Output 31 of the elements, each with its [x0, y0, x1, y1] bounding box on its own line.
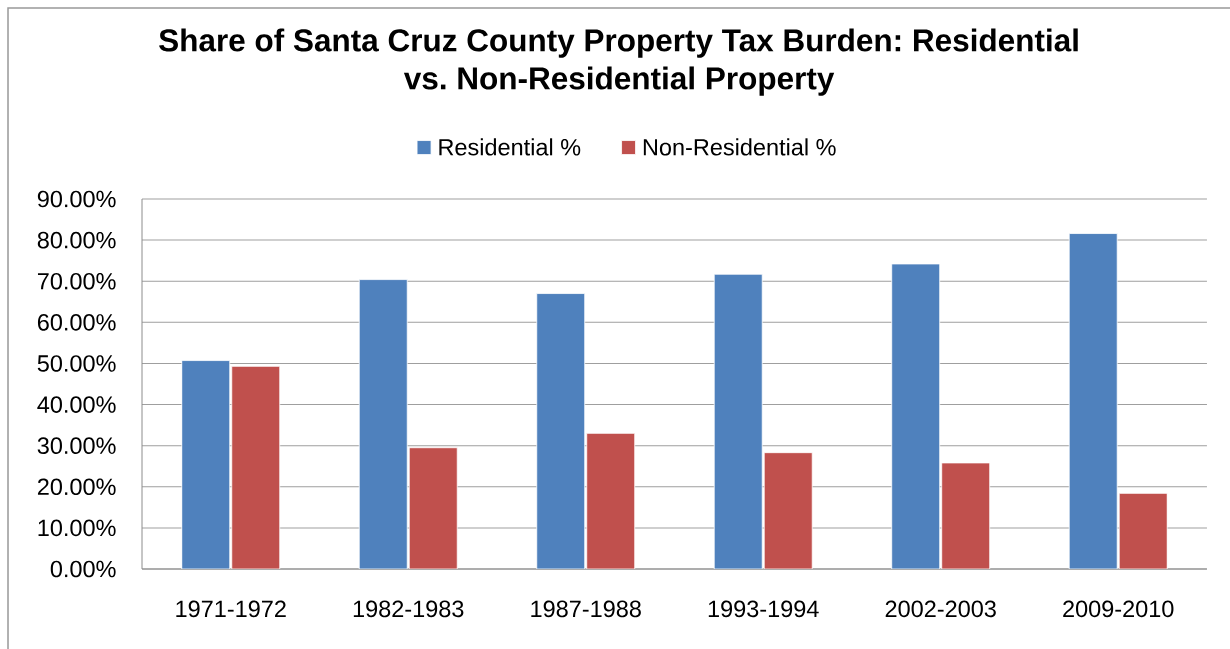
bar — [408, 447, 458, 569]
x-tick-label: 1971-1972 — [176, 600, 286, 618]
y-tick-label: 20.00% — [37, 478, 116, 496]
y-tick-label: 30.00% — [37, 437, 116, 454]
x-tick-label: 1987-1988 — [531, 600, 641, 618]
bar — [891, 263, 941, 569]
y-tick-label: 70.00% — [37, 272, 116, 290]
y-tick-label: 90.00% — [37, 190, 116, 208]
y-tick-label: 0.00% — [50, 560, 116, 578]
x-tick-label: 1982-1983 — [353, 600, 464, 618]
legend-label: Residential % — [439, 138, 581, 156]
y-tick-label: 80.00% — [37, 231, 116, 249]
bar — [941, 462, 991, 569]
x-tick-label: 2009-2010 — [1063, 600, 1174, 618]
y-tick-label: 50.00% — [37, 355, 116, 372]
y-tick-label: 60.00% — [37, 314, 116, 331]
bar — [713, 273, 763, 569]
bar — [181, 360, 231, 569]
chart-title: Share of Santa Cruz County Property Tax Burden: Residential vs. Non-Residential Property — [159, 28, 1078, 96]
bar — [1118, 492, 1168, 569]
bar — [763, 452, 813, 569]
bar — [536, 293, 586, 569]
legend-label: Non-Residential % — [643, 138, 836, 156]
bar — [358, 279, 408, 569]
y-tick-label: 40.00% — [37, 396, 116, 413]
x-tick-label: 1993-1994 — [708, 600, 819, 618]
y-tick-label: 10.00% — [38, 519, 116, 537]
bar — [586, 432, 636, 569]
x-tick-label: 2002-2003 — [885, 600, 996, 618]
bar — [231, 365, 281, 569]
bar — [1068, 233, 1118, 569]
